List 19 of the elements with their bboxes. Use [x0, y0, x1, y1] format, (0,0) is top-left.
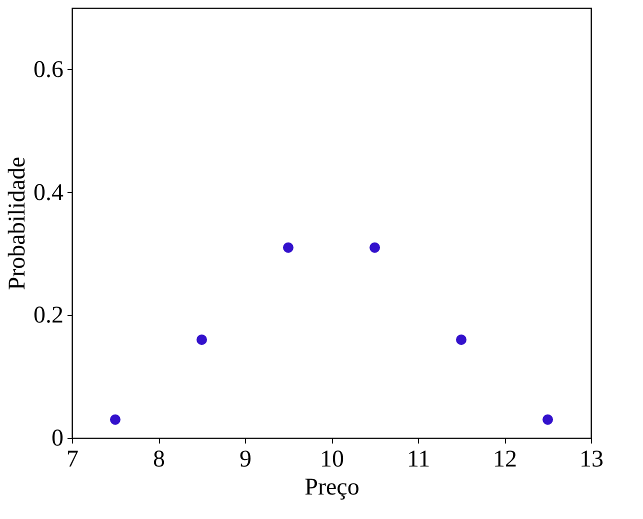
y-tick-label: 0.6	[34, 56, 64, 83]
y-tick-label: 0.2	[34, 302, 64, 329]
x-tick-label: 9	[240, 446, 252, 472]
x-tick-label: 8	[153, 446, 165, 472]
point	[196, 334, 207, 345]
x-tick-label: 13	[580, 446, 604, 472]
x-tick-label: 12	[493, 446, 517, 472]
point	[370, 242, 380, 253]
y-tick-label: 0.4	[34, 180, 64, 206]
x-tick-label: 10	[320, 446, 344, 472]
point	[542, 414, 553, 425]
point	[283, 242, 294, 253]
point	[456, 334, 466, 345]
x-axis-title: Preço	[304, 474, 360, 500]
x-tick-label: 7	[66, 446, 78, 472]
y-axis-title: Probabilidade	[4, 156, 30, 290]
point	[110, 414, 120, 425]
x-tick-label: 11	[406, 446, 430, 472]
y-tick-label: 0	[52, 426, 64, 452]
